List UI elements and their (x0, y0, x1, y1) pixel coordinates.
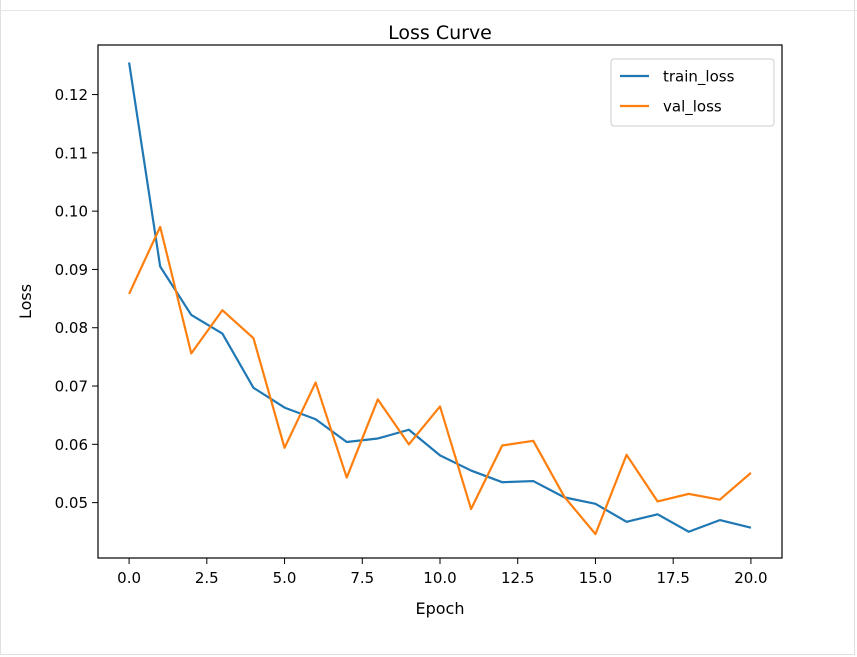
x-axis-label: Epoch (416, 599, 465, 618)
legend-box (610, 58, 775, 127)
val_loss-legend-label: val_loss (663, 98, 722, 117)
output-cell-top-border (0, 0, 857, 11)
y-tick-label: 0.11 (55, 144, 88, 162)
x-tick-label: 5.0 (273, 569, 297, 587)
y-tick-label: 0.08 (55, 319, 88, 337)
chart-title: Loss Curve (388, 22, 492, 44)
y-tick-label: 0.07 (55, 378, 88, 396)
y-tick-label: 0.09 (55, 261, 88, 279)
series-lines (128, 62, 752, 536)
x-tick-label: 12.5 (501, 569, 534, 587)
x-tick-label: 0.0 (117, 569, 141, 587)
train_loss-legend-label: train_loss (663, 68, 735, 87)
y-tick-label: 0.10 (55, 203, 88, 221)
y-tick-label: 0.05 (55, 494, 88, 512)
x-tick-label: 10.0 (423, 569, 456, 587)
val_loss-line (128, 225, 752, 536)
y-axis-label: Loss (16, 284, 35, 319)
train_loss-line (128, 62, 752, 533)
x-tick-label: 7.5 (350, 569, 374, 587)
legend: train_loss val_loss (610, 58, 775, 127)
x-tick-label: 15.0 (579, 569, 612, 587)
y-axis-ticks: 0.05 0.06 0.07 0.08 0.09 0.10 0.11 0.12 (55, 86, 98, 512)
x-axis-ticks: 0.0 2.5 5.0 7.5 10.0 12.5 15.0 17.5 20.0 (117, 558, 768, 587)
x-tick-label: 20.0 (734, 569, 767, 587)
x-tick-label: 2.5 (195, 569, 219, 587)
x-tick-label: 17.5 (656, 569, 689, 587)
y-tick-label: 0.06 (55, 436, 88, 454)
y-tick-label: 0.12 (55, 86, 88, 104)
